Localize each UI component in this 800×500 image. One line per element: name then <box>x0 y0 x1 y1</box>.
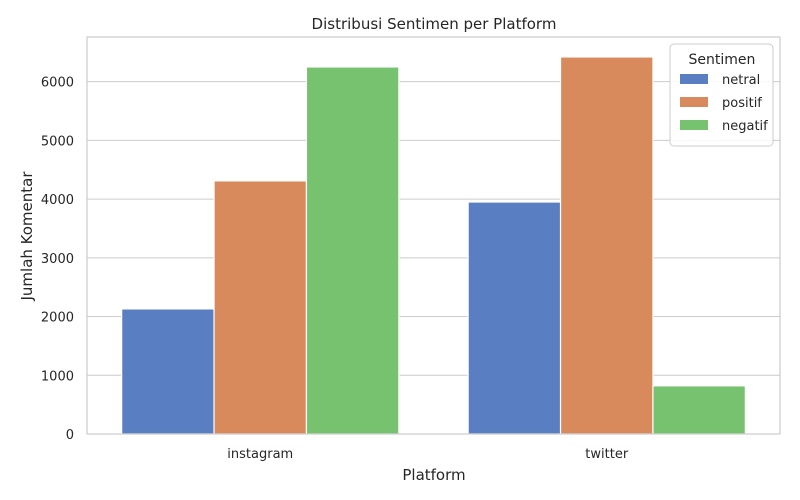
x-tick-labels: instagram twitter <box>227 447 629 462</box>
legend-swatch-positif <box>680 97 708 107</box>
legend-items: netral positif negatif <box>680 73 768 134</box>
bars <box>121 56 746 435</box>
bar-netral-instagram <box>121 308 215 435</box>
y-tick-label: 3000 <box>41 252 74 267</box>
x-tick-label: twitter <box>585 447 629 462</box>
y-tick-label: 2000 <box>41 311 74 326</box>
y-tick-label: 5000 <box>41 134 74 149</box>
y-tick-label: 0 <box>66 428 74 443</box>
plot-area-frame <box>86 36 781 435</box>
bar-negatif-twitter <box>652 385 746 435</box>
legend-title: Sentimen <box>689 52 756 68</box>
legend-label: netral <box>722 73 760 88</box>
y-tick-label: 4000 <box>41 193 74 208</box>
legend: Sentimen netral positif negatif <box>669 43 774 147</box>
y-tick-labels: 0 1000 2000 3000 4000 5000 6000 <box>41 76 74 443</box>
legend-swatch-netral <box>680 74 708 84</box>
legend-label: positif <box>722 96 762 111</box>
bar-positif-twitter <box>559 56 654 435</box>
y-axis-title: Jumlah Komentar <box>18 171 36 302</box>
y-tick-label: 1000 <box>41 369 74 384</box>
bar-positif-instagram <box>213 180 308 435</box>
bar-netral-twitter <box>467 201 562 435</box>
bar-negatif-instagram <box>305 66 400 435</box>
x-tick-label: instagram <box>227 447 293 462</box>
x-axis-title: Platform <box>402 466 465 484</box>
legend-label: negatif <box>722 119 768 134</box>
y-tick-label: 6000 <box>41 76 74 91</box>
legend-swatch-negatif <box>680 120 708 130</box>
chart-title: Distribusi Sentimen per Platform <box>312 15 557 33</box>
